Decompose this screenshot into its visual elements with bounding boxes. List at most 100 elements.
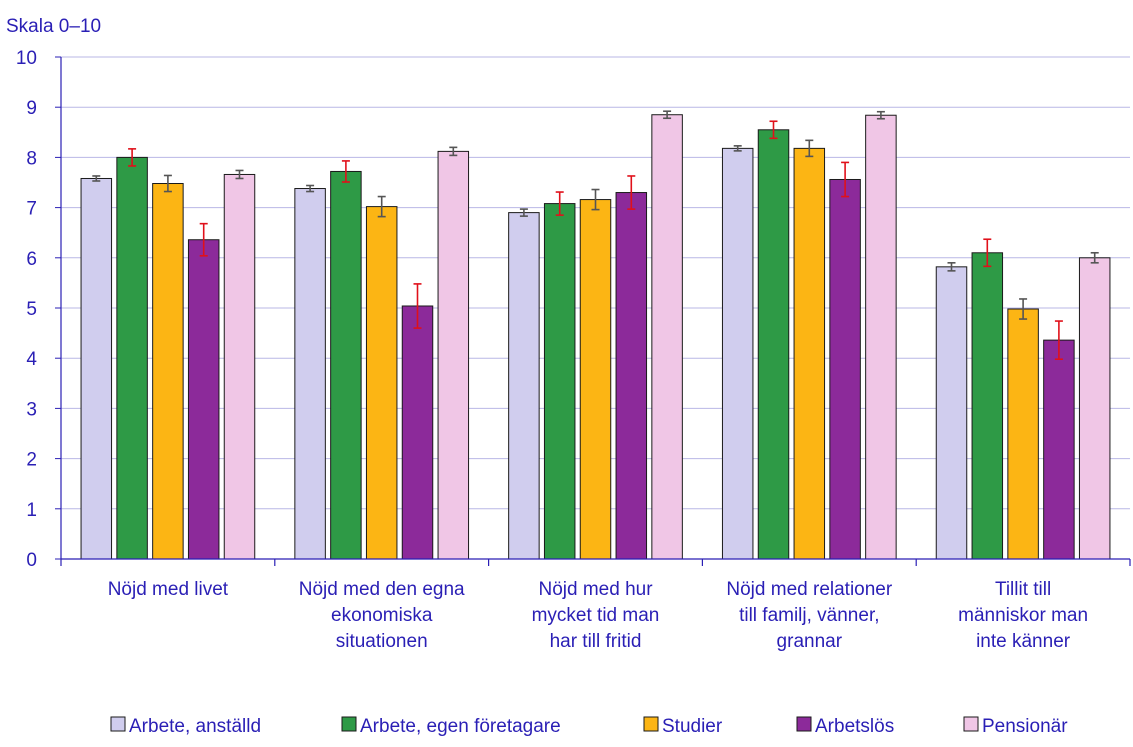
x-category-label: Nöjd med relationer till familj, vänner, g… <box>726 579 892 652</box>
legend-swatch <box>963 716 979 732</box>
bar <box>294 188 326 560</box>
bar <box>579 199 612 560</box>
legend-swatch <box>341 716 357 732</box>
legend-item: Arbete, egen företagare <box>341 716 561 737</box>
legend-swatch <box>110 716 126 732</box>
y-tick-label: 3 <box>26 399 37 420</box>
legend-swatch <box>796 716 812 732</box>
error-bar <box>1054 320 1063 361</box>
error-bar <box>519 208 528 217</box>
x-category-label-line: ekonomiska <box>331 605 433 626</box>
y-tick-label: 2 <box>26 450 37 471</box>
bars <box>80 114 1111 560</box>
error-bar <box>341 160 350 183</box>
error-bar <box>769 120 778 140</box>
bar <box>865 114 897 560</box>
axes <box>60 57 1131 566</box>
bar <box>971 252 1004 560</box>
bar <box>651 114 683 560</box>
bar <box>401 305 434 560</box>
bar <box>615 192 648 560</box>
y-tick-label: 7 <box>26 199 37 220</box>
bar <box>187 239 220 560</box>
legend: Arbete, anställd Arbete, egen företagare S… <box>110 716 1068 737</box>
error-bar <box>306 184 315 193</box>
error-bar <box>1019 298 1028 320</box>
bar <box>330 170 362 560</box>
y-tick-label: 9 <box>26 98 37 119</box>
legend-label: Arbete, egen företagare <box>360 716 561 737</box>
bar <box>543 203 576 560</box>
x-category-label: Tillit till människor man inte känner <box>958 579 1088 652</box>
legend-swatch <box>643 716 659 732</box>
x-axis-category-labels: Nöjd med livet Nöjd med den egna ekonomisk… <box>108 579 1088 652</box>
bar <box>793 147 826 560</box>
x-category-label: Nöjd med den egna ekonomiska situationen <box>299 579 465 652</box>
error-bar <box>947 262 956 272</box>
error-bar <box>841 161 850 198</box>
y-tick-label: 0 <box>26 550 37 571</box>
bar <box>80 177 113 560</box>
error-bar <box>591 188 600 211</box>
x-category-label: Nöjd med hur mycket tid man har till friti… <box>532 579 660 652</box>
bar <box>365 206 398 560</box>
x-category-label-line: mycket tid man <box>532 605 660 626</box>
y-tick-label: 8 <box>26 148 37 169</box>
bar <box>829 178 861 560</box>
x-category-label-line: Nöjd med den egna <box>299 579 465 600</box>
error-bar <box>92 175 101 182</box>
y-axis-ticks: 0 1 2 3 4 5 6 7 8 9 10 <box>16 48 61 571</box>
error-bar <box>733 145 742 152</box>
error-bars <box>92 110 1099 361</box>
x-category-label-line: situationen <box>336 631 428 652</box>
legend-item: Studier <box>643 716 723 737</box>
error-bar <box>235 169 244 180</box>
error-bar <box>663 110 672 120</box>
x-category-label-line: inte känner <box>976 631 1071 652</box>
x-category-label-line: människor man <box>958 605 1088 626</box>
error-bar <box>555 191 564 216</box>
error-bar <box>377 195 386 218</box>
x-category-label-line: Nöjd med livet <box>108 579 229 600</box>
legend-label: Studier <box>662 716 723 737</box>
bar <box>1043 339 1075 560</box>
bar <box>935 266 968 560</box>
legend-label: Arbetslös <box>815 716 894 737</box>
x-category-label-line: grannar <box>777 631 843 652</box>
legend-item: Arbete, anställd <box>110 716 261 737</box>
x-category-label-line: har till fritid <box>550 631 642 652</box>
y-tick-label: 1 <box>26 500 37 521</box>
x-category-label: Nöjd med livet <box>108 579 229 600</box>
bar <box>152 183 184 560</box>
x-category-label-line: till familj, vänner, <box>739 605 879 626</box>
y-tick-label: 4 <box>26 349 37 370</box>
error-bar <box>128 148 137 167</box>
bar <box>223 173 256 560</box>
bar <box>508 212 540 560</box>
bar <box>721 147 754 560</box>
error-bar <box>1090 251 1099 264</box>
error-bar <box>876 110 885 120</box>
bar <box>1078 257 1111 560</box>
bar <box>116 156 148 560</box>
y-tick-label: 10 <box>16 48 37 69</box>
bar <box>757 129 790 560</box>
bar <box>437 150 470 560</box>
legend-label: Pensionär <box>982 716 1068 737</box>
legend-label: Arbete, anställd <box>129 716 261 737</box>
error-bar <box>163 174 172 193</box>
legend-item: Pensionär <box>963 716 1068 737</box>
legend-item: Arbetslös <box>796 716 894 737</box>
error-bar <box>805 139 814 158</box>
error-bar <box>627 175 636 210</box>
y-tick-label: 5 <box>26 299 37 320</box>
error-bar <box>983 238 992 268</box>
x-category-label-line: Nöjd med relationer <box>726 579 892 600</box>
x-category-label-line: Nöjd med hur <box>538 579 653 600</box>
error-bar <box>413 283 422 329</box>
x-category-label-line: Tillit till <box>995 579 1051 600</box>
bar <box>1007 308 1039 560</box>
error-bar <box>199 222 208 257</box>
